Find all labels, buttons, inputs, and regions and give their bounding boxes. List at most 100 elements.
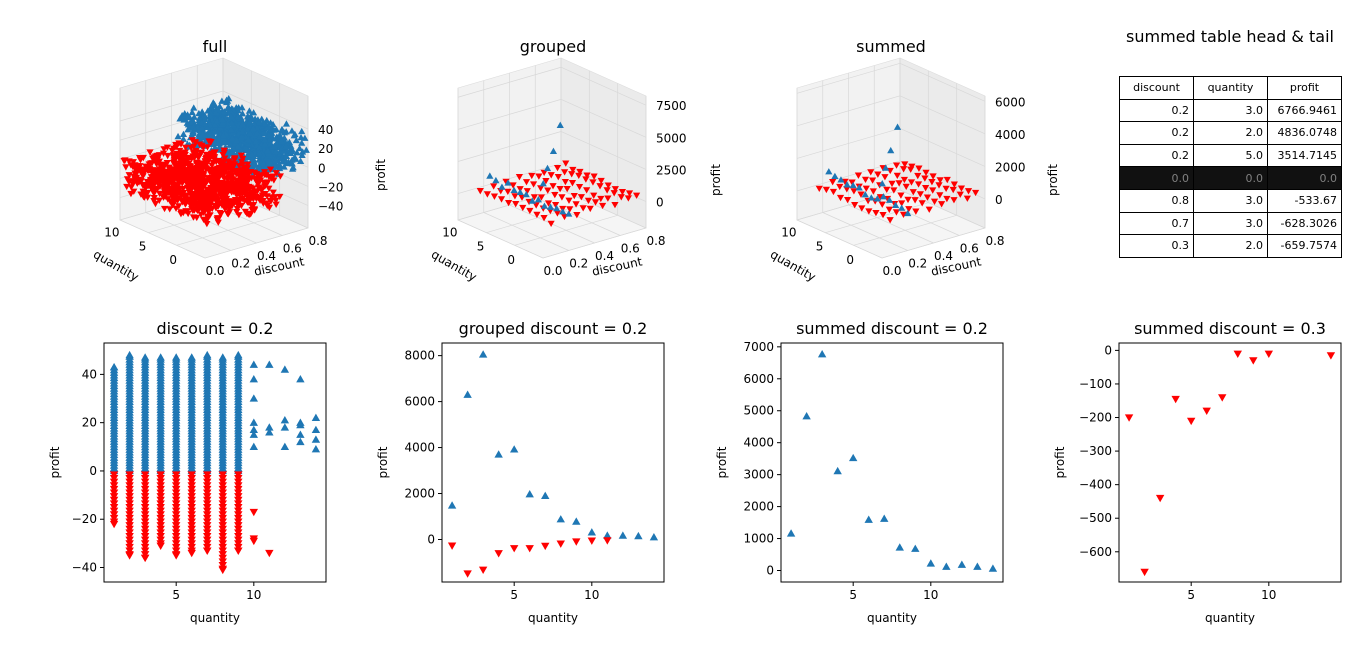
grid-line [796, 219, 883, 259]
point-negative [181, 174, 189, 181]
point-negative [943, 195, 951, 203]
point-negative [230, 161, 239, 168]
point-negative [210, 149, 218, 156]
point-positive [873, 195, 881, 202]
grid-line [483, 212, 569, 251]
point-negative [109, 520, 119, 529]
point-negative [156, 190, 164, 198]
point-negative [151, 186, 159, 193]
point-negative [218, 566, 227, 575]
point-negative [509, 545, 519, 553]
point-positive [218, 115, 226, 123]
point-negative [587, 537, 597, 545]
point-negative [597, 195, 605, 203]
point-positive [283, 152, 291, 160]
grid-line [822, 212, 908, 251]
point-positive [280, 147, 288, 154]
point-positive [246, 129, 254, 136]
header-cell-quantity: quantity [1193, 76, 1268, 100]
y-tick-label: 5000 [743, 404, 774, 418]
x-tick-label: 0.6 [621, 242, 640, 256]
point-negative [872, 210, 880, 217]
point-negative [230, 182, 238, 189]
point-negative [533, 211, 541, 219]
point-negative [523, 188, 531, 195]
y-tick-label: −600 [1079, 545, 1112, 559]
panel-title: summed [856, 37, 926, 56]
x-axis-label: quantity [528, 611, 578, 625]
point-positive [882, 164, 890, 171]
point-negative [573, 212, 581, 219]
point-negative [902, 183, 910, 191]
y-tick-label: 10 [104, 226, 119, 240]
point-negative [208, 162, 216, 169]
point-negative [256, 177, 265, 184]
point-negative [238, 195, 247, 203]
point-positive [198, 108, 206, 115]
point-negative [188, 174, 196, 181]
table-cell: 3.0 [1193, 98, 1268, 123]
table-cell: 3.0 [1193, 211, 1268, 236]
point-negative [552, 201, 560, 209]
point-negative [249, 535, 259, 543]
point-negative [193, 191, 201, 198]
point-positive [280, 423, 290, 431]
point-positive [255, 163, 263, 170]
x-tick-label: 0.4 [595, 249, 614, 263]
point-negative [219, 159, 228, 166]
point-negative [189, 207, 197, 215]
y-axis-label: profit [48, 446, 62, 478]
x-tick-label: 10 [246, 588, 261, 602]
plot-area [1124, 350, 1336, 577]
point-negative [169, 152, 178, 159]
point-positive [957, 560, 967, 568]
point-positive [248, 151, 256, 158]
point-negative [582, 176, 590, 183]
z-axis-label: profit [374, 159, 388, 191]
point-negative [604, 182, 612, 189]
point-negative [222, 204, 230, 211]
point-negative [201, 158, 209, 166]
grid-line [560, 131, 647, 170]
point-positive [311, 413, 321, 421]
point-negative [259, 192, 267, 199]
point-negative [561, 169, 569, 176]
panel-title: summed discount = 0.3 [1134, 319, 1326, 338]
table-cell: 0.3 [1119, 234, 1194, 258]
header-cell-discount: discount [1119, 76, 1194, 100]
point-positive [786, 529, 796, 537]
point-negative [509, 182, 517, 189]
point-negative [219, 151, 227, 159]
point-positive [125, 350, 134, 359]
point-negative [271, 194, 279, 201]
table-cell: 0.8 [1119, 188, 1194, 213]
point-negative [857, 191, 865, 198]
point-positive [553, 204, 561, 212]
point-positive [539, 180, 547, 187]
point-negative [154, 179, 163, 186]
point-positive [528, 197, 536, 204]
point-positive [276, 164, 284, 172]
point-negative [569, 166, 577, 174]
point-negative [528, 172, 536, 180]
point-negative [878, 201, 886, 208]
point-negative [196, 196, 204, 203]
point-negative [584, 197, 593, 204]
point-negative [266, 166, 275, 173]
point-negative [886, 217, 894, 224]
point-negative [596, 183, 604, 190]
point-negative [867, 169, 875, 176]
point-positive [249, 425, 259, 434]
point-negative [1140, 568, 1149, 577]
grid-line [457, 99, 562, 130]
z-tick-label: 6000 [995, 95, 1026, 109]
point-negative [202, 191, 210, 198]
point-positive [264, 122, 272, 130]
point-negative [227, 166, 235, 173]
point-negative [556, 540, 565, 548]
point-negative [1233, 350, 1242, 358]
point-positive [249, 109, 258, 116]
point-negative [617, 194, 625, 201]
point-positive [296, 430, 305, 438]
point-negative [836, 194, 845, 202]
